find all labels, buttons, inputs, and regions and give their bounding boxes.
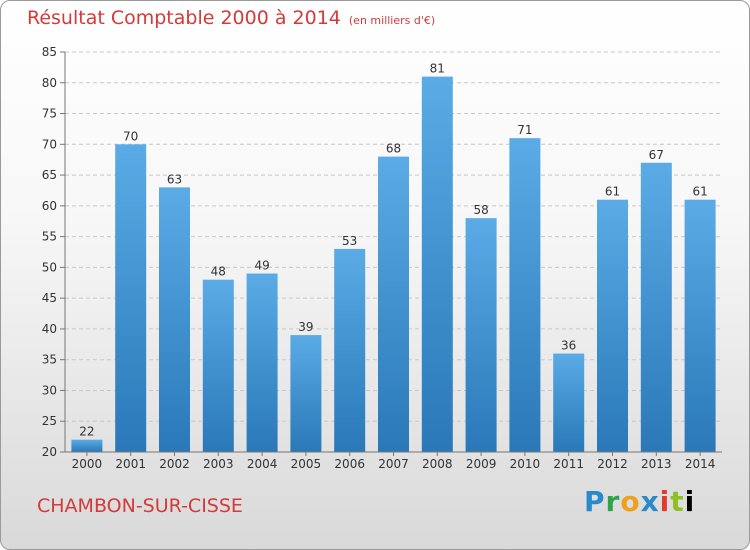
- brand-letter: i: [659, 485, 671, 518]
- brand-letter: x: [640, 485, 660, 518]
- bar: [378, 156, 409, 452]
- data-label: 36: [561, 339, 576, 353]
- x-tick-label: 2011: [553, 457, 584, 471]
- axes: 20 25 30 35 40 45 50 55 60 65 70 75 80 85 2000 2001 2002…: [42, 45, 722, 471]
- bar: [465, 218, 497, 452]
- data-label: 71: [517, 123, 532, 137]
- data-label: 68: [386, 142, 401, 156]
- bar: [290, 335, 322, 452]
- x-tick-label: 2006: [334, 457, 365, 471]
- y-tick-label: 70: [42, 137, 57, 151]
- data-label: 49: [254, 259, 269, 273]
- bars: 22 70 63 48 49 39 53 68 81 58 71 36 61 67 61: [71, 62, 716, 453]
- y-tick-label: 30: [42, 383, 57, 397]
- x-tick-label: 2002: [159, 457, 190, 471]
- y-tick-label: 65: [42, 168, 57, 182]
- y-tick-label: 25: [42, 414, 57, 428]
- data-label: 22: [79, 425, 94, 439]
- x-tick-label: 2009: [466, 457, 497, 471]
- chart-title: Résultat Comptable 2000 à 2014 (en millie…: [27, 7, 435, 29]
- bar: [115, 144, 147, 453]
- x-tick-label: 2010: [510, 457, 541, 471]
- y-tick-label: 40: [42, 322, 57, 336]
- data-label: 70: [123, 129, 138, 143]
- brand-letter: t: [670, 485, 685, 518]
- data-label: 67: [649, 148, 664, 162]
- city-name: CHAMBON-SUR-CISSE: [37, 495, 243, 517]
- x-tick-label: 2007: [378, 457, 409, 471]
- bar: [334, 248, 366, 452]
- brand-logo: Proxiti: [584, 485, 695, 518]
- y-tick-label: 35: [42, 353, 57, 367]
- data-label: 61: [605, 185, 620, 199]
- brand-letter: i: [684, 485, 696, 518]
- chart-title-text: Résultat Comptable 2000 à 2014: [27, 7, 341, 29]
- bar: [640, 162, 672, 452]
- y-tick-label: 50: [42, 260, 57, 274]
- bar: [684, 199, 716, 452]
- chart-unit: (en milliers d'€): [348, 14, 436, 27]
- x-tick-label: 2013: [641, 457, 672, 471]
- data-label: 61: [692, 185, 707, 199]
- data-label: 63: [167, 172, 182, 186]
- x-tick-label: 2014: [685, 457, 716, 471]
- data-label: 81: [430, 62, 445, 76]
- bar: [553, 353, 585, 452]
- y-tick-label: 60: [42, 199, 57, 213]
- x-tick-label: 2005: [291, 457, 322, 471]
- data-label: 39: [298, 320, 313, 334]
- y-tick-label: 80: [42, 76, 57, 90]
- bar: [246, 273, 278, 452]
- brand-letter: r: [605, 485, 621, 518]
- bar: [421, 76, 453, 452]
- data-label: 58: [473, 203, 488, 217]
- bar: [159, 187, 190, 452]
- y-tick-label: 45: [42, 291, 57, 305]
- y-tick-label: 20: [42, 445, 57, 459]
- x-tick-label: 2012: [597, 457, 628, 471]
- bar: [71, 439, 103, 452]
- y-tick-label: 75: [42, 107, 57, 121]
- x-tick-label: 2003: [203, 457, 234, 471]
- brand-letter: o: [620, 485, 641, 518]
- data-label: 53: [342, 234, 357, 248]
- x-tick-label: 2000: [72, 457, 103, 471]
- y-tick-label: 85: [42, 45, 57, 59]
- x-tick-label: 2004: [247, 457, 278, 471]
- bar: [509, 138, 541, 452]
- bar: [202, 279, 234, 452]
- x-tick-label: 2001: [115, 457, 146, 471]
- x-tick-label: 2008: [422, 457, 453, 471]
- y-tick-label: 55: [42, 230, 57, 244]
- brand-letter: P: [584, 485, 606, 518]
- bar: [597, 199, 628, 452]
- data-label: 48: [211, 265, 226, 279]
